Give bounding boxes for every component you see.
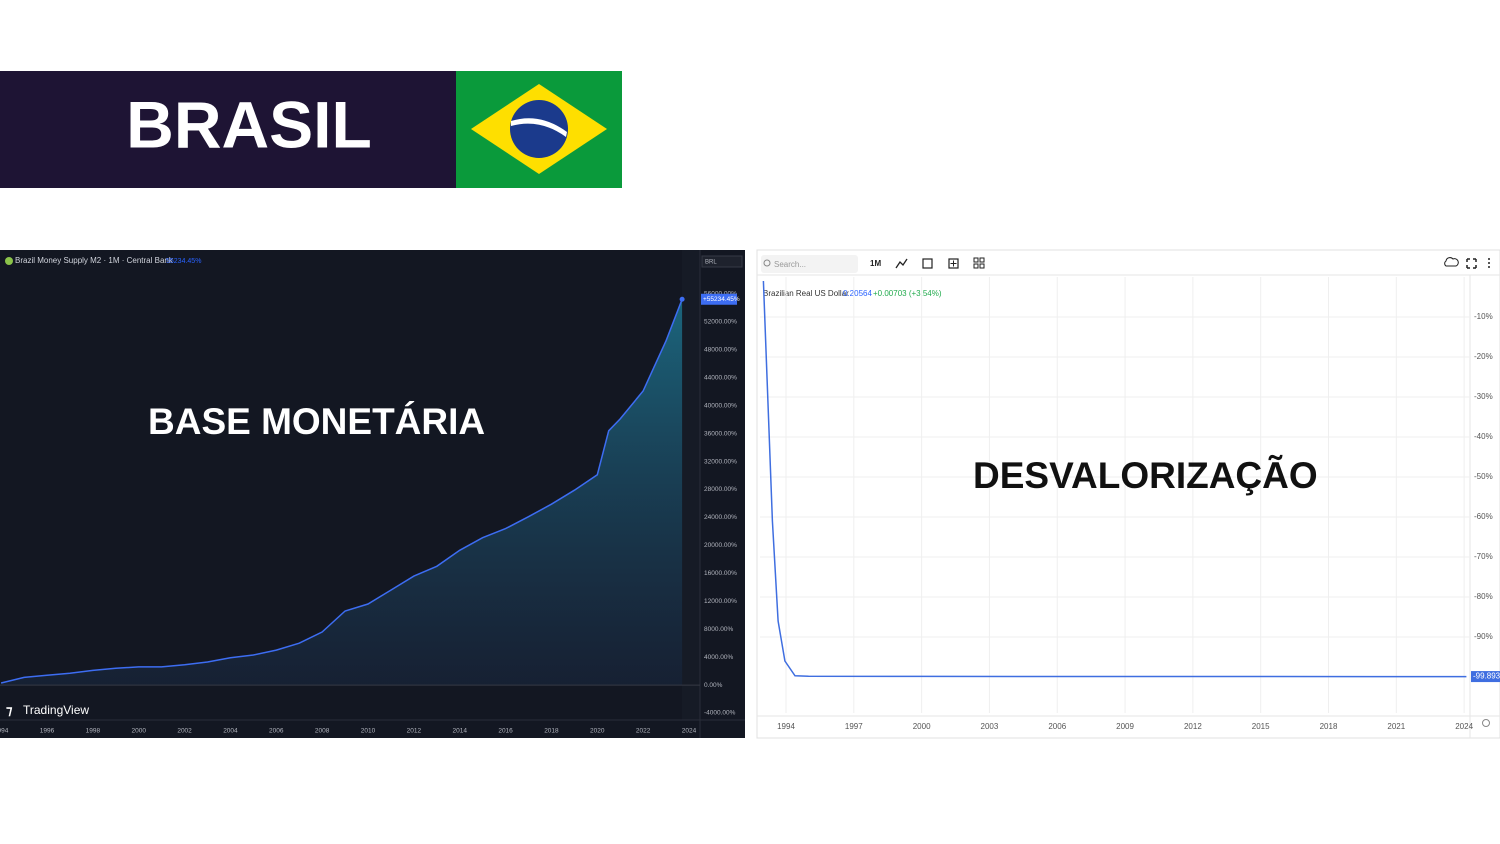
y-tick-label: 0.00% [704,682,723,689]
last-point [679,296,685,302]
x-tick-label: 2020 [590,728,605,735]
y-tick-label: -4000.00% [704,710,736,717]
y-tick-label: 40000.00% [704,402,737,409]
y-tick-label: 12000.00% [704,598,737,605]
x-tick-label: 2015 [1252,722,1270,731]
chart-title: Brazil Money Supply M2 · 1M · Central Ba… [15,256,174,265]
y-tick-label: -70% [1474,552,1493,561]
search-icon [763,259,771,267]
search-box[interactable] [761,255,858,273]
annotation: DESVALORIZAÇÃO [973,454,1318,496]
y-tick-label: 36000.00% [704,430,737,437]
calendar-button[interactable] [922,258,933,269]
x-tick-label: 1994 [777,722,795,731]
y-tick-label: 32000.00% [704,458,737,465]
x-tick-label: 2002 [177,728,192,735]
line [0,299,683,684]
x-tick-label: 2009 [1116,722,1134,731]
y-tick-label: -50% [1474,472,1493,481]
x-tick-label: 2006 [269,728,284,735]
logo-mark: ⁊ [6,702,13,717]
x-tick-label: 2014 [452,728,467,735]
x-tick-label: 2018 [544,728,559,735]
currency-box [701,255,743,268]
legend-value: 55234.45% [166,258,201,265]
x-tick-label: 2022 [636,728,651,735]
x-tick-label: 1996 [40,728,55,735]
x-tick-label: 2012 [407,728,422,735]
x-tick-label: 2024 [682,728,697,735]
flag-globe [510,100,568,158]
x-tick-label: 2008 [315,728,330,735]
settings-button[interactable] [1482,719,1490,727]
x-tick-label: 2003 [981,722,999,731]
search-placeholder[interactable]: Search... [774,260,806,269]
value-label-box [701,293,737,305]
y-tick-label: -30% [1474,392,1493,401]
flag-banner [511,118,567,137]
x-tick-label: 2000 [913,722,931,731]
x-tick-label: 2010 [361,728,376,735]
header-band [0,71,456,188]
y-tick-label: -40% [1474,432,1493,441]
plot-margin [682,250,700,720]
y-tick-label: 4000.00% [704,654,733,661]
legend-icon [5,257,13,265]
value-label: -99.8930 [1473,672,1500,681]
x-tick-label: 2000 [131,728,146,735]
menu-button[interactable] [1488,258,1490,268]
y-tick-label: -90% [1474,632,1493,641]
layout-button[interactable] [973,257,985,269]
chart-type-button[interactable] [895,258,908,269]
value-label: +55234.45% [703,296,740,303]
y-tick-label: -20% [1474,352,1493,361]
chart-title: Brazilian Real US Dollar [763,289,849,298]
chart-panel [756,249,1500,739]
y-tick-label: -10% [1474,312,1493,321]
add-button[interactable] [948,258,959,269]
watermark: TradingView [23,703,89,717]
flag [456,71,622,188]
x-tick-label: 1998 [86,728,101,735]
x-tick-label: 1997 [845,722,863,731]
cloud-button[interactable] [1444,257,1459,267]
y-tick-label: 48000.00% [704,347,737,354]
fullscreen-button[interactable] [1466,258,1477,269]
y-tick-label: -80% [1474,592,1493,601]
y-tick-label: 52000.00% [704,319,737,326]
line [762,280,1467,678]
add-icon [950,260,957,267]
chart: -4000.00% 0.00% 4000.00% 8000.00% 12000.00% 1… [0,291,740,735]
chart: -10% -20% -30% -40% -50% -60% -70% -80% -90% 1994… [760,277,1500,731]
currency-label: BRL [705,260,717,266]
x-tick-label: 2004 [223,728,238,735]
area [1,299,683,686]
legend-change: +0.00703 (+3.54%) [873,289,942,298]
x-tick-label: 2016 [498,728,513,735]
x-tick-label: 2006 [1048,722,1066,731]
annotation: BASE MONETÁRIA [148,401,485,442]
y-tick-label: 16000.00% [704,570,737,577]
y-tick-label: 8000.00% [704,626,733,633]
header-title: BRASIL [126,87,372,161]
x-tick-label: 2021 [1387,722,1405,731]
x-tick-label: 2024 [1455,722,1473,731]
value-label-box [1471,671,1500,683]
legend-value: 0.20564 [843,289,872,298]
y-tick-label: 24000.00% [704,514,737,521]
y-tick-label: 28000.00% [704,486,737,493]
x-tick-label: 2018 [1320,722,1338,731]
y-tick-label: 44000.00% [704,374,737,381]
y-tick-label: -60% [1474,512,1493,521]
x-tick-label: 2012 [1184,722,1202,731]
y-tick-label: 20000.00% [704,542,737,549]
interval-button[interactable]: 1M [870,259,881,268]
x-tick-label: 1994 [0,728,9,735]
